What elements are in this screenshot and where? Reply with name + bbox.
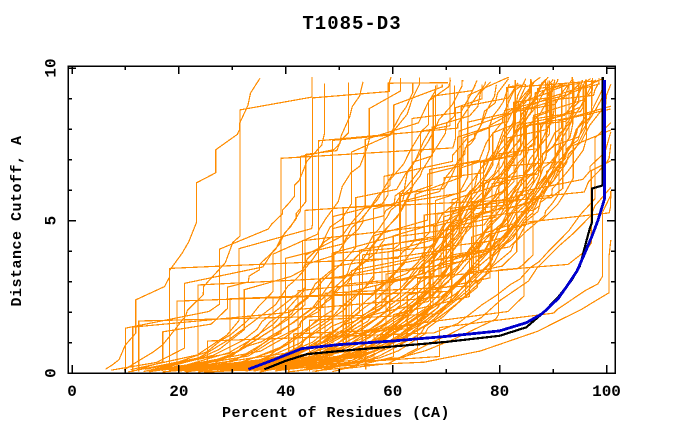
model-curve-orange (266, 84, 580, 370)
x-tick-label: 80 (490, 383, 509, 401)
model-curve-orange (256, 79, 588, 371)
model-curve-orange (168, 82, 519, 372)
model-curve-orange (169, 84, 443, 371)
y-tick-label: 10 (43, 58, 61, 77)
model-curve-orange (192, 80, 599, 372)
model-curve-orange (138, 80, 536, 372)
model-curve-orange (136, 82, 350, 371)
model-curve-orange (233, 79, 556, 371)
model-curve-orange (303, 187, 612, 370)
axis-label-layer: 0 20 40 60 80 100 0 5 10 (43, 58, 621, 401)
x-tick-label: 60 (383, 383, 402, 401)
model-curve-orange (308, 79, 597, 372)
x-axis-title: Percent of Residues (CA) (222, 405, 450, 422)
x-tick-label: 100 (592, 383, 621, 401)
x-tick-label: 40 (276, 383, 295, 401)
axis-frame-layer (67, 65, 616, 374)
model-curve-orange (304, 79, 587, 371)
model-curve-orange (281, 82, 548, 371)
model-curve-orange (258, 79, 516, 371)
model-curve-orange (278, 78, 594, 370)
model-curve-orange (194, 83, 510, 372)
model-curve-orange (169, 82, 581, 372)
x-tick-label: 20 (169, 383, 188, 401)
chart-title: T1085-D3 (302, 13, 401, 35)
model-curve-orange (264, 160, 612, 370)
model-curve-orange (181, 79, 452, 370)
model-curve-orange (198, 108, 611, 372)
model-curve-orange (253, 84, 521, 372)
model-curve-orange (150, 78, 402, 373)
model-curve-orange (123, 77, 313, 371)
model-curve-orange (260, 81, 587, 372)
model-curve-orange (314, 78, 591, 373)
plot-frame (67, 65, 616, 374)
model-curve-orange (288, 83, 570, 372)
model-curve-orange (176, 84, 612, 370)
y-tick-label: 0 (43, 368, 61, 378)
x-tick-label: 0 (67, 383, 77, 401)
model-curve-orange (105, 78, 261, 370)
model-curve-orange (153, 77, 420, 372)
model-curve-orange (130, 76, 392, 371)
model-curve-orange (208, 84, 526, 370)
y-axis-title: Distance Cutoff, A (9, 135, 26, 306)
highlight-curve-blue (247, 80, 606, 371)
model-curve-orange (287, 129, 612, 373)
model-curve-orange (203, 239, 612, 373)
curves-layer (105, 76, 612, 373)
model-curve-orange (124, 83, 326, 370)
model-curve-orange (365, 191, 612, 370)
y-tick-label: 5 (43, 216, 61, 226)
model-curve-orange (312, 105, 611, 372)
model-curve-orange (198, 76, 549, 373)
model-curve-orange (208, 81, 487, 372)
